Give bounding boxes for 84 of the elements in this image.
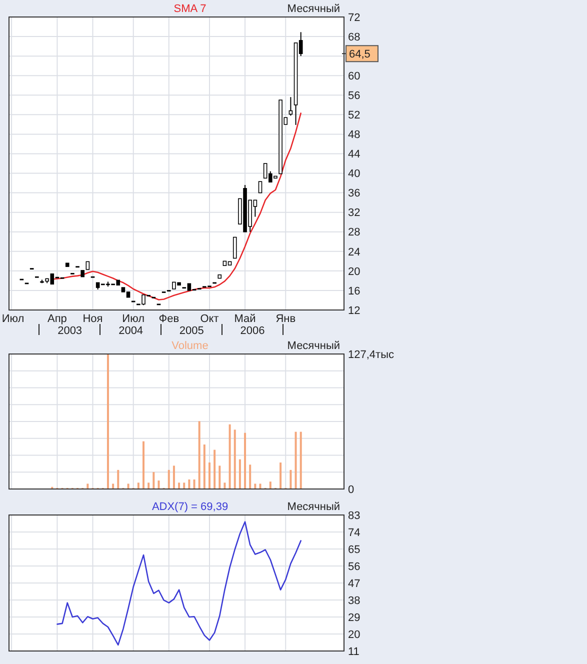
bar [259,484,262,489]
bar [290,470,292,489]
bar [193,479,196,489]
bar [86,484,89,489]
y-tick-label: 11 [348,646,360,658]
y-tick-label: 29 [348,612,360,624]
bar [112,484,114,489]
x2-tick-label: 2006 [240,325,265,337]
bar [214,450,216,489]
x-tick-label: Июл [2,313,24,325]
bar [294,432,297,489]
y-tick-label: 44 [348,148,360,161]
chart-title: Месячный [287,501,340,513]
x-tick-label: Июл [122,313,145,325]
bar [269,482,272,489]
bar [203,444,206,489]
x-tick-label: Янв [276,313,296,325]
bar [172,466,175,489]
bar [117,470,120,489]
y-tick-label: 12 [348,304,360,317]
bar [254,484,256,489]
bar [244,432,246,489]
y-tick-label: 48 [348,129,360,142]
bar [224,482,226,489]
x2-tick-label: 2004 [118,325,144,337]
y-tick-label: 28 [348,226,360,239]
chart-title: Месячный [287,3,340,15]
y-tick-label: 65 [348,544,360,556]
bar [183,482,186,489]
y-tick-label: 24 [348,246,360,258]
x2-tick-label: 2005 [179,325,204,337]
chart-title: Месячный [287,340,340,352]
bar [148,482,150,489]
x-tick-label: Апр [48,313,67,325]
bar [168,470,170,489]
x-tick-label: Май [234,313,256,325]
y-tick-label: 56 [348,90,360,102]
x-tick-label: Окт [200,313,219,325]
bar [142,441,145,489]
bar [137,482,140,489]
y-tick-label: 60 [348,70,360,82]
y-tick-label: 20 [348,628,360,641]
bar [228,424,231,489]
y-tick-label: 83 [348,510,360,522]
x2-tick-label: 2003 [58,325,82,337]
candlestick [232,236,237,259]
text: 64,5 [349,48,370,60]
x-tick-label: Фев [158,313,180,325]
y-tick-label: 0 [348,484,354,496]
bar [106,354,109,489]
y-tick-label: 38 [348,594,360,607]
series-label: ADX(7) = 69,39 [152,501,228,513]
text: SMA 7 [174,3,206,15]
bar [300,432,302,489]
y-tick-label: 56 [348,560,360,573]
y-tick-label: 47 [348,578,360,590]
bar [249,464,252,489]
bar [218,466,221,489]
y-tick-label: 74 [348,526,360,539]
line-series [56,521,302,646]
y-tick-label: 68 [348,31,360,44]
bar [208,462,210,489]
y-tick-label: 72 [348,12,360,24]
text: Volume [172,340,208,352]
bar [234,430,236,489]
y-tick-label: 52 [348,110,360,122]
bar [238,459,241,489]
y-tick-label: 36 [348,188,360,200]
y-tick-label: 20 [348,266,360,278]
y-tick-label: 40 [348,168,360,180]
bar [198,421,200,489]
bar [127,484,130,489]
candlestick [258,181,262,194]
candlestick [288,96,293,116]
y-tick-label: 16 [348,285,360,298]
y-tick-label: 127,4тыс [348,348,394,361]
bar [188,479,190,489]
x-tick-label: Ноя [82,313,103,325]
y-tick-label: 32 [348,207,360,220]
bar [280,462,282,489]
bar [152,472,155,489]
bar [158,480,160,489]
line-series [51,112,302,300]
bar [178,482,180,489]
